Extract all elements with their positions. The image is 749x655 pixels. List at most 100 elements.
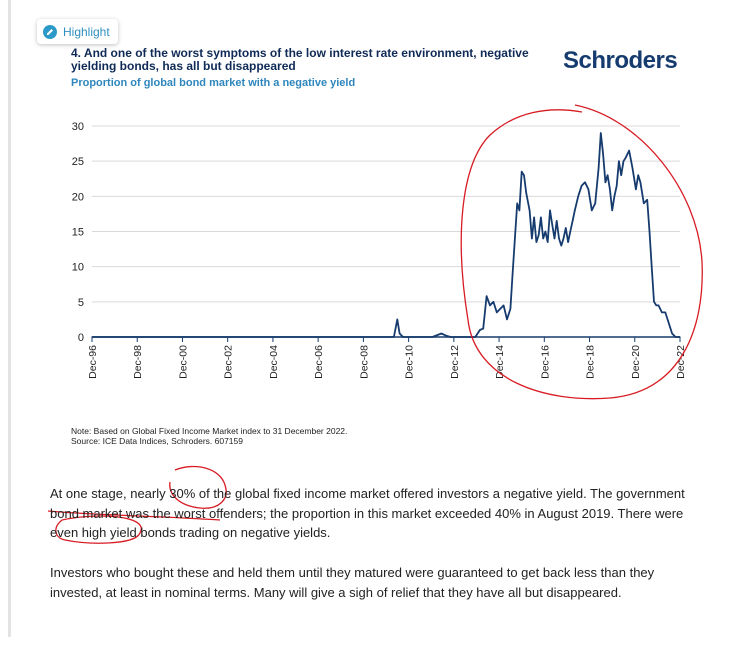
x-tick-label: Dec-04: [268, 345, 280, 379]
x-tick-label: Dec-18: [585, 345, 597, 379]
data-point: [631, 167, 634, 169]
data-point: [553, 237, 556, 240]
data-point: [479, 329, 481, 331]
data-point: [499, 308, 501, 310]
data-point: [679, 336, 681, 338]
y-tick-label: 10: [72, 262, 84, 274]
x-tick-label: Dec-96: [87, 345, 99, 379]
data-point: [567, 241, 569, 243]
data-point: [611, 209, 613, 211]
chart-source: Source: ICE Data Indices, Schroders. 607…: [71, 436, 243, 446]
data-point: [547, 241, 549, 243]
data-point: [509, 308, 511, 310]
data-point: [625, 157, 627, 159]
chart-note: Note: Based on Global Fixed Income Marke…: [71, 426, 348, 436]
data-point: [542, 237, 544, 240]
data-point: [622, 160, 625, 162]
data-point: [396, 318, 398, 321]
chart-title: 4. And one of the worst symptoms of the …: [71, 46, 529, 73]
data-point: [607, 174, 609, 176]
data-point: [618, 160, 620, 162]
data-point: [492, 301, 495, 303]
x-tick-label: Dec-98: [132, 345, 144, 379]
paragraph-2: Investors who bought these and held them…: [50, 565, 655, 600]
annotation-circle-30pct: [169, 465, 227, 509]
y-tick-label: 30: [72, 121, 84, 133]
x-tick-label: Dec-10: [404, 345, 416, 379]
data-point: [569, 230, 571, 233]
data-point: [653, 301, 655, 303]
x-tick-label: Dec-16: [539, 345, 551, 379]
data-point: [577, 195, 579, 197]
data-point: [521, 171, 523, 173]
data-point: [604, 181, 606, 183]
data-point: [587, 188, 590, 190]
y-tick-label: 0: [78, 332, 84, 344]
data-point: [496, 311, 498, 313]
data-point: [562, 237, 565, 240]
annotation-circle-august: [55, 515, 142, 544]
data-point: [474, 336, 476, 338]
data-point: [523, 174, 525, 176]
y-tick-label: 15: [72, 227, 84, 239]
data-point: [91, 336, 93, 338]
data-point: [467, 336, 470, 338]
data-point: [558, 237, 560, 240]
paragraph-1: At one stage, nearly 30% of the global f…: [50, 486, 685, 540]
data-point: [637, 174, 639, 176]
data-point: [643, 202, 645, 204]
data-point: [661, 311, 663, 313]
data-point: [556, 220, 558, 222]
data-point: [668, 322, 670, 324]
data-point: [393, 336, 395, 338]
annotation-circle: [460, 104, 703, 400]
data-point: [613, 195, 616, 197]
data-point: [594, 202, 596, 204]
data-point: [540, 216, 542, 219]
data-point: [514, 237, 516, 240]
highlight-label: Highlight: [63, 24, 110, 39]
x-tick-label: Dec-02: [223, 345, 235, 379]
data-point: [609, 188, 611, 190]
schroders-logo: Schroders: [563, 47, 678, 74]
data-point: [602, 153, 604, 155]
data-point: [671, 332, 673, 335]
data-point: [571, 220, 574, 222]
x-tick-label: Dec-00: [177, 345, 189, 379]
data-point: [664, 311, 666, 313]
data-point: [535, 241, 537, 243]
data-point: [657, 304, 660, 306]
highlight-badge[interactable]: Highlight: [37, 19, 118, 44]
data-point: [628, 150, 630, 152]
data-point: [560, 244, 562, 247]
data-point: [503, 304, 505, 306]
data-point: [440, 332, 443, 335]
data-point: [518, 209, 521, 211]
data-point: [639, 181, 642, 183]
data-point: [651, 266, 653, 268]
data-point: [538, 234, 540, 236]
data-point: [655, 304, 657, 306]
data-point: [600, 132, 602, 134]
data-point: [489, 304, 491, 306]
data-point: [445, 334, 447, 337]
data-point: [482, 327, 484, 330]
series-line: [92, 132, 680, 338]
data-point: [584, 181, 586, 183]
data-point: [646, 199, 648, 201]
data-point: [635, 188, 637, 190]
data-point: [529, 209, 531, 211]
data-point: [516, 202, 518, 204]
data-point: [449, 336, 452, 338]
annotation-strike: [47, 510, 221, 521]
data-point: [398, 332, 401, 335]
data-point: [648, 230, 651, 233]
y-tick-label: 5: [78, 297, 84, 309]
data-point: [581, 185, 583, 187]
x-tick-label: Dec-06: [313, 345, 325, 379]
data-point: [620, 174, 622, 176]
x-tick-label: Dec-12: [449, 345, 461, 379]
data-point: [549, 209, 551, 211]
data-point: [431, 336, 433, 338]
